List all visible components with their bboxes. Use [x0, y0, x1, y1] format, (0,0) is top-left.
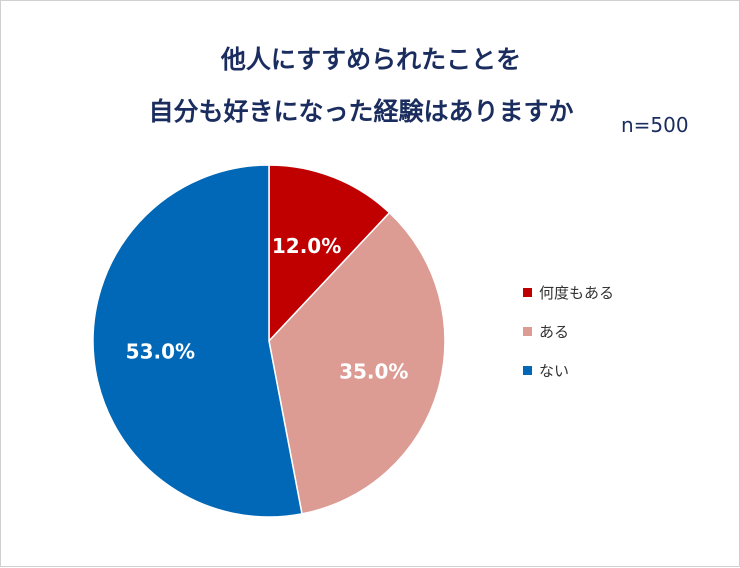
- pie-slice-2: [268, 211, 446, 515]
- legend: 何度もある ある ない: [523, 282, 614, 399]
- legend-swatch-3: [523, 365, 532, 375]
- legend-item-3: ない: [523, 360, 614, 380]
- sample-size-label: n=500: [621, 113, 689, 137]
- legend-swatch-1: [523, 287, 532, 297]
- data-label-1: 12.0%: [272, 234, 341, 258]
- pie-slice-3: [92, 164, 303, 518]
- legend-swatch-2: [523, 326, 532, 336]
- legend-label-1: 何度もある: [539, 283, 615, 302]
- chart-title-line1: 他人にすすめられたことを: [220, 45, 522, 74]
- pie-slice-1: [268, 164, 391, 343]
- chart-title-line2: 自分も好きになった経験はありますか: [148, 97, 574, 126]
- legend-item-2: ある: [523, 321, 614, 341]
- legend-item-1: 何度もある: [523, 282, 614, 302]
- legend-label-2: ある: [539, 322, 570, 341]
- legend-label-3: ない: [539, 361, 570, 380]
- data-label-2: 35.0%: [339, 359, 408, 383]
- data-label-3: 53.0%: [126, 339, 195, 363]
